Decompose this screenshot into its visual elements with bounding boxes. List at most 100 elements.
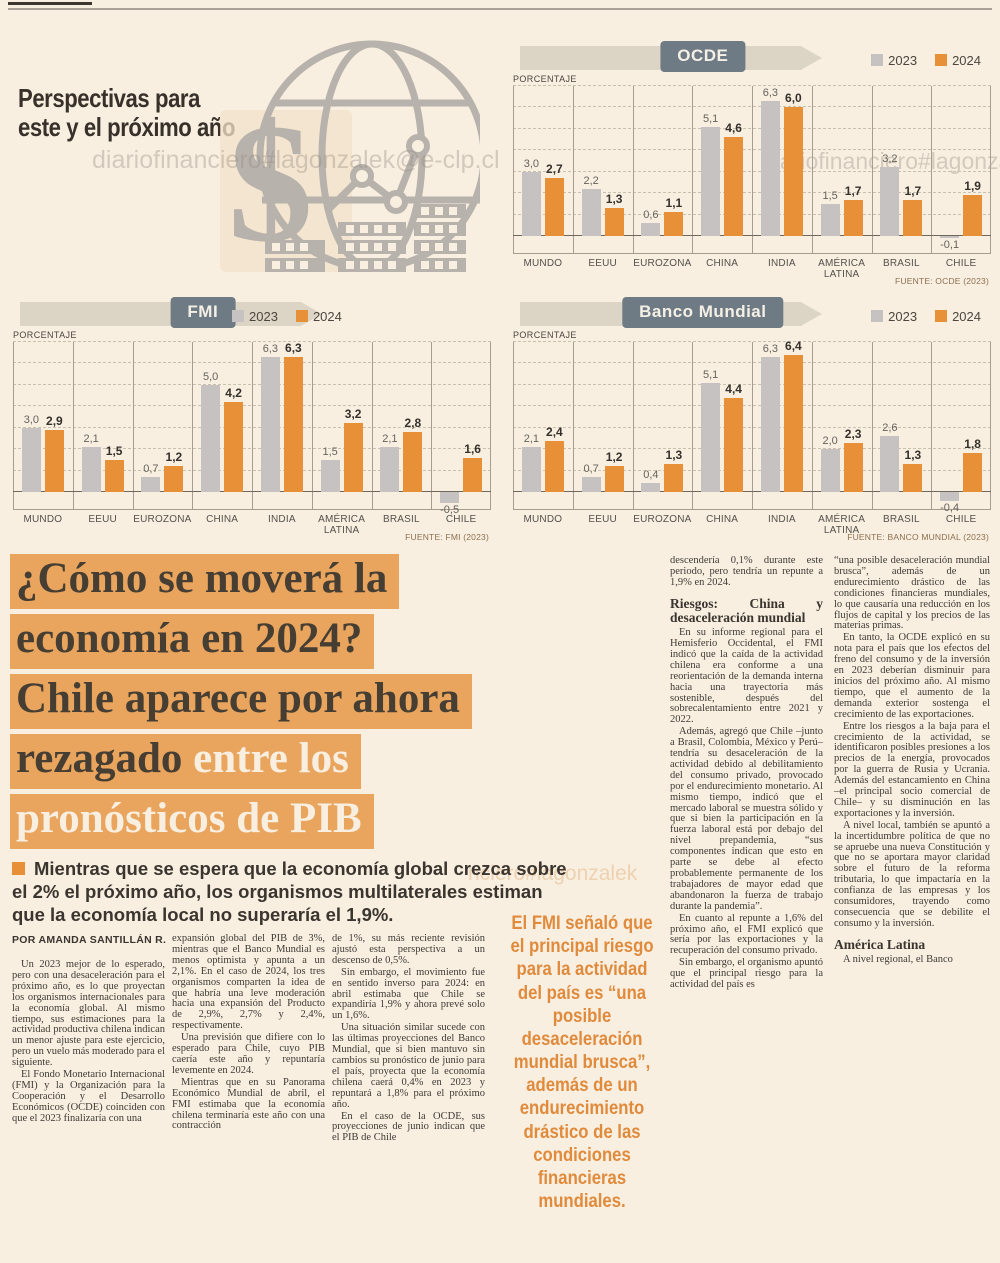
- bar-2024-eeuu: [604, 208, 624, 236]
- value-label: 0,4: [643, 469, 659, 482]
- value-label: 2,7: [546, 162, 563, 177]
- legend-swatch-icon: [935, 54, 948, 66]
- headline-line: ¿Cómo se moverá la: [10, 554, 400, 609]
- body-paragraph: “una posible desaceleración mundial brus…: [834, 556, 990, 632]
- bullet-square-icon: [12, 862, 25, 875]
- headline: ¿Cómo se moverá la economía en 2024? Chile…: [10, 554, 630, 854]
- top-left-dash: [8, 2, 92, 5]
- lead-text: Mientras que se espera que la economía g…: [12, 858, 567, 925]
- legend-item-2024: 2024: [935, 309, 981, 324]
- category-separator: [692, 342, 694, 510]
- bar-2023-chile: [440, 492, 460, 503]
- category-label: MUNDO: [523, 258, 563, 269]
- headline-dark-text: ¿Cómo se moverá la: [16, 555, 388, 602]
- body-paragraph: de 1%, su más reciente revisión ajustó e…: [332, 934, 485, 966]
- bar-2024-américa-latina: [343, 423, 363, 492]
- value-label: 3,2: [882, 153, 898, 166]
- gridline: [513, 341, 991, 342]
- category-separator: [252, 342, 253, 510]
- body-column-3: de 1%, su más reciente revisión ajustó e…: [332, 934, 485, 1250]
- body-paragraph: El Fondo Monetario Internacional (FMI) y…: [12, 1069, 165, 1124]
- category-label: BRASIL: [382, 514, 420, 525]
- chart-plot-area: 2,1 2,4 0,7 1,2 0,4 1,3 5,1 4,4 6,3 6,4 2,0 2,3 2,6 1…: [513, 339, 991, 514]
- category-separator: [990, 342, 991, 510]
- category-separator: [13, 342, 14, 510]
- bar-2024-eurozona: [664, 212, 684, 236]
- value-label: 1,2: [605, 450, 623, 465]
- category-separator: [752, 342, 753, 510]
- legend-swatch-icon: [935, 310, 948, 322]
- bar-2024-chile: [963, 195, 983, 236]
- value-label: 1,3: [605, 192, 623, 207]
- category-label: AMÉRICA LATINA: [318, 514, 366, 536]
- bar-2024-india: [283, 357, 303, 492]
- axis-unit-label: PORCENTAJE: [513, 74, 577, 84]
- value-label: 6,0: [785, 91, 802, 106]
- section-kicker-title: Perspectivas para este y el próximo año: [18, 83, 239, 142]
- chart-fmi: FMI 2023 2024 PORCENTAJE 3,0 2,9 2,1 1,5 0,7 1,2 5…: [8, 296, 495, 542]
- chart-plot-area: 3,0 2,9 2,1 1,5 0,7 1,2 5,0 4,2 6,3 6,3 1,5 3,2 2,1 2…: [13, 341, 491, 516]
- value-label: 4,2: [225, 386, 242, 400]
- body-paragraph: Un 2023 mejor de lo esperado, pero con u…: [12, 960, 165, 1069]
- headline-line: rezagado entre los: [10, 734, 361, 789]
- body-paragraph: A nivel local, también se apuntó a la in…: [834, 819, 990, 929]
- category-label: EUROZONA: [633, 258, 692, 269]
- lead-paragraph: Mientras que se espera que la economía g…: [12, 857, 577, 926]
- category-separator: [692, 86, 694, 254]
- category-label: BRASIL: [882, 514, 920, 525]
- headline-line: Chile aparece por ahora: [10, 674, 472, 729]
- value-label: 1,5: [105, 443, 123, 458]
- chart-plot-area: 3,0 2,7 2,2 1,3 0,6 1,1 5,1 4,6 6,3 6,0 1,5 1,7 3,2 1…: [513, 85, 991, 254]
- bar-2023-china: [701, 126, 721, 236]
- bar-2024-mundo: [544, 178, 564, 236]
- globe-economy-illustration: $: [220, 40, 480, 277]
- category-label: EUROZONA: [633, 514, 692, 525]
- category-label: MUNDO: [523, 514, 563, 525]
- body-paragraph: Sin embargo, el movimiento fue en sentid…: [332, 966, 485, 1022]
- value-label: 3,2: [344, 407, 362, 422]
- legend-swatch-icon: [871, 54, 884, 66]
- category-label: CHINA: [706, 514, 739, 525]
- category-label: EEUU: [88, 514, 117, 525]
- bar-2023-mundo: [21, 427, 41, 492]
- body-paragraph: En su informe regional para el Hemisferi…: [670, 627, 823, 726]
- bar-2023-eeuu: [581, 188, 601, 236]
- bar-2023-mundo: [521, 171, 541, 236]
- bar-2023-brasil: [880, 167, 900, 236]
- bar-2024-eurozona: [664, 464, 684, 492]
- value-label: 2,0: [822, 435, 838, 448]
- body-paragraph: En tanto, la OCDE explicó en su nota par…: [834, 632, 990, 720]
- value-label: 1,8: [964, 437, 981, 452]
- chart-source: FUENTE: BANCO MUNDIAL (2023): [847, 532, 989, 542]
- category-separator: [871, 86, 873, 254]
- bar-2024-brasil: [403, 432, 423, 492]
- value-label: 1,5: [322, 445, 338, 458]
- body-column-4: descendería 0,1% durante este periodo, p…: [670, 556, 823, 1250]
- headline-dark-text: Chile aparece por ahora: [16, 675, 460, 722]
- bar-2024-india: [783, 354, 803, 492]
- body-paragraph: En el caso de la OCDE, sus proyecciones …: [332, 1110, 485, 1144]
- category-label: CHILE: [945, 258, 977, 269]
- bar-2024-brasil: [903, 199, 923, 236]
- axis-unit-label: PORCENTAJE: [13, 330, 77, 340]
- body-paragraph: expansión global del PIB de 3%, mientras…: [172, 934, 325, 1032]
- bar-2024-china: [724, 137, 744, 236]
- value-label: 0,6: [643, 209, 659, 222]
- headline-line: pronósticos de PIB: [10, 794, 374, 849]
- bar-2024-chile: [963, 453, 983, 492]
- chart-title: Banco Mundial: [622, 297, 784, 328]
- legend-swatch-icon: [232, 310, 245, 322]
- category-separator: [311, 342, 313, 510]
- value-label: 2,4: [546, 424, 563, 439]
- body-paragraph: Una situación similar sucede con las últ…: [332, 1022, 485, 1110]
- category-separator: [990, 86, 991, 254]
- plot-bottom-edge: [513, 253, 991, 254]
- bar-2024-china: [224, 402, 244, 492]
- chart-legend: 2023 2024: [232, 309, 342, 324]
- value-label: -0,1: [940, 239, 960, 252]
- legend-item-2023: 2023: [232, 309, 278, 324]
- bar-2024-mundo: [544, 440, 564, 492]
- value-label: 6,3: [262, 343, 279, 355]
- bar-2023-américa-latina: [820, 203, 840, 236]
- value-label: 1,2: [165, 450, 183, 465]
